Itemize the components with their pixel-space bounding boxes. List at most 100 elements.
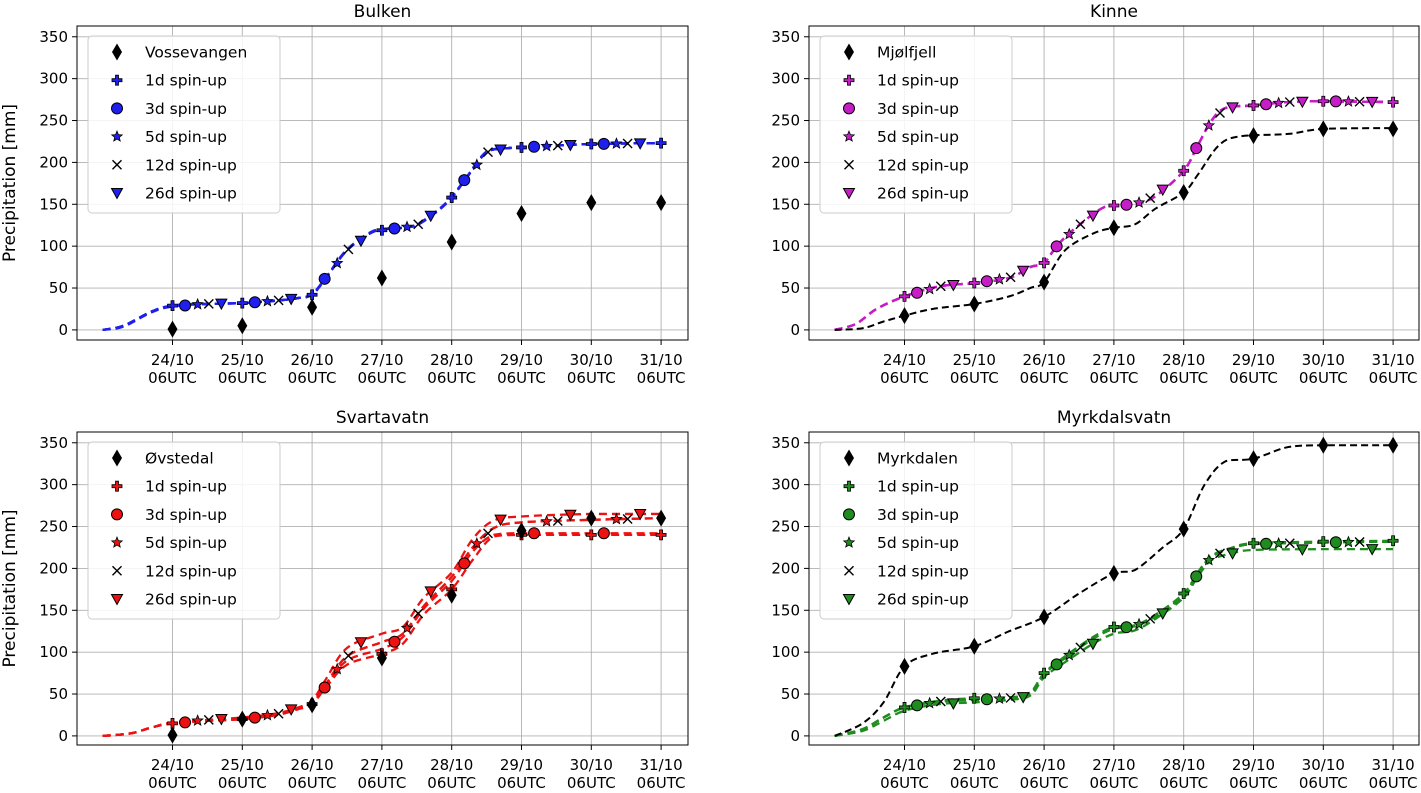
marker-circle [980,275,993,288]
marker-plus [236,297,248,309]
ytick-label: 250 [39,112,68,130]
marker-x [552,516,563,527]
marker-circle [458,174,471,187]
marker-circle [179,299,192,312]
marker-tri_down [1016,265,1030,278]
marker-x [203,714,214,725]
station-marker [899,307,910,325]
xtick-label: 31/10 [639,351,682,369]
station-marker [167,726,178,744]
ytick-label: 0 [58,321,68,339]
station-marker [1108,219,1119,237]
marker-tri_down [1226,548,1239,560]
legend-label: 12d spin-up [877,562,969,580]
marker-tri_down [1156,184,1170,197]
station-marker [586,194,597,212]
marker-x [1215,548,1225,559]
ytick-label: 300 [39,476,68,494]
marker-star [1202,118,1216,131]
xtick-label: 06UTC [357,774,406,792]
station-marker [1039,273,1050,291]
marker-star [1062,227,1076,240]
station-line [834,127,1394,331]
marker-plus [516,142,527,153]
station-marker [1248,450,1259,468]
marker-star [191,297,204,310]
series-markers [899,94,1399,325]
xtick-label: 24/10 [151,351,194,369]
marker-plus [1108,200,1120,211]
marker-x [552,140,563,151]
marker-x [1075,219,1086,230]
ytick-label: 50 [49,685,68,703]
xtick-label: 06UTC [880,369,929,387]
marker-circle [597,527,610,540]
legend-label: Myrkdalen [877,450,958,468]
ytick-label: 150 [39,195,68,213]
xtick-label: 30/10 [570,756,613,774]
marker-circle [528,527,541,540]
station-marker [1178,184,1189,202]
marker-x [1145,193,1156,204]
legend-label: 1d spin-up [877,478,959,496]
xtick-label: 31/10 [1371,756,1414,774]
xtick-label: 28/10 [430,756,473,774]
ytick-label: 300 [39,70,68,88]
marker-circle [458,557,471,570]
xtick-label: 06UTC [1369,774,1418,792]
marker-star [540,514,553,527]
marker-x [273,708,284,719]
station-marker [516,522,527,540]
marker-x [1354,96,1365,107]
chart-title: Bulken [354,2,412,22]
marker-circle [318,272,331,285]
ytick-label: 100 [39,643,68,661]
marker-circle [597,137,610,150]
marker-x [1215,107,1225,118]
marker-star [1132,617,1146,630]
xtick-label: 24/10 [883,756,926,774]
legend-marker-circle [111,102,123,115]
legend-label: 5d spin-up [877,534,959,552]
legend-marker-plus [111,480,123,492]
ytick-label: 150 [39,601,68,619]
marker-star [1272,536,1285,549]
xtick-label: 06UTC [288,369,337,387]
xtick-label: 06UTC [497,369,546,387]
marker-plus [899,702,910,713]
marker-star [993,272,1006,285]
legend-marker-circle [843,102,855,115]
marker-plus [446,192,458,203]
marker-star [470,537,484,549]
marker-circle [388,222,401,235]
legend-label: 26d spin-up [145,591,237,609]
chart-title: Svartavatn [336,408,429,428]
marker-plus [585,529,597,541]
marker-circle [911,699,924,712]
legend-label: 12d spin-up [145,562,237,580]
xtick-label: 06UTC [1159,774,1208,792]
panel-svartavatn: 05010015020025030035024/1006UTC25/1006UT… [0,408,689,792]
legend-marker-x [112,159,122,170]
marker-star [1342,94,1355,107]
xtick-label: 06UTC [880,774,929,792]
series-markers [899,436,1399,713]
legend-marker-diamond [112,43,122,61]
xtick-label: 27/10 [360,756,403,774]
marker-plus [968,692,980,704]
marker-plus [1248,537,1259,549]
xtick-label: 30/10 [1302,351,1345,369]
marker-circle [1329,536,1342,549]
station-marker [656,509,667,527]
station-marker [1248,127,1259,145]
xtick-label: 25/10 [221,351,264,369]
series-line [102,517,662,738]
marker-star [1062,648,1076,661]
marker-star [923,696,936,709]
xtick-label: 26/10 [1022,351,1065,369]
ytick-label: 250 [771,518,800,536]
legend-marker-star [110,536,124,548]
marker-tri_down [215,298,228,311]
xtick-label: 29/10 [1232,756,1275,774]
xtick-label: 31/10 [1371,351,1414,369]
